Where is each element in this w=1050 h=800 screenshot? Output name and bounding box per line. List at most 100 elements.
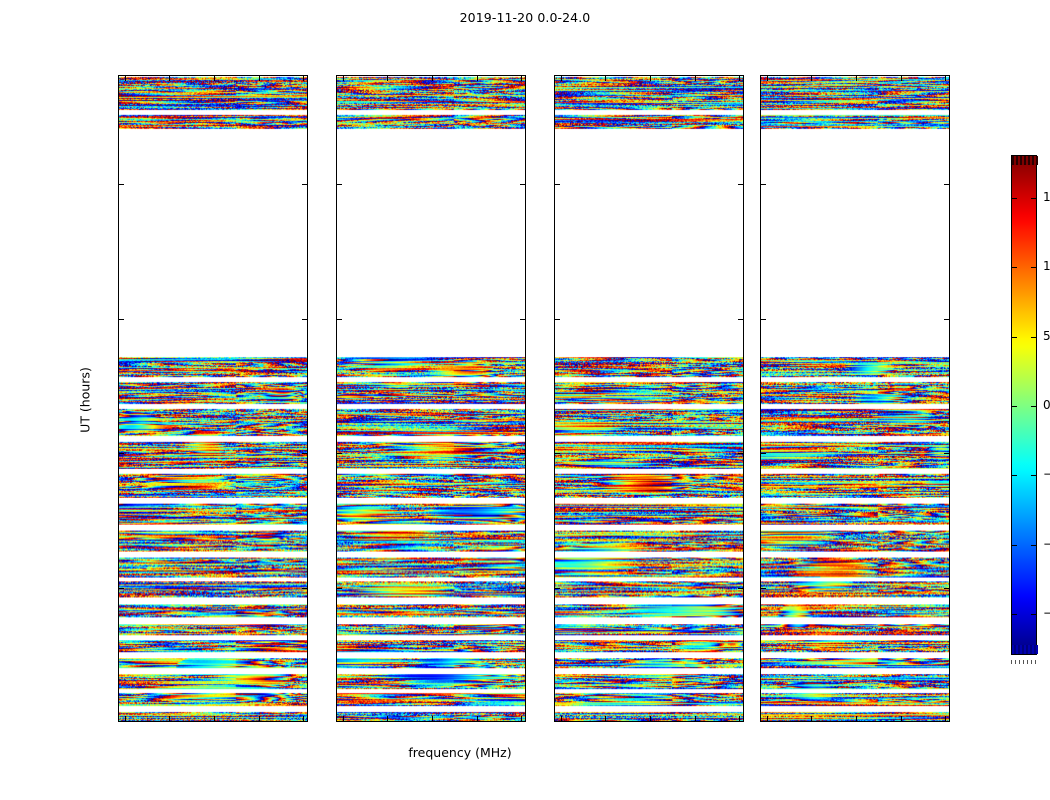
x-tick-mark <box>650 76 651 81</box>
x-tick-mark <box>856 76 857 81</box>
x-tick-mark <box>811 76 813 81</box>
x-tick-mark <box>342 76 344 81</box>
x-tick-mark <box>432 76 433 81</box>
colorbar-tick-label: −50 <box>1043 467 1050 482</box>
y-tick-mark <box>119 183 124 185</box>
panel-xy[interactable]: XY, V5*V10=EA04*EA28 0510152032033535036… <box>554 75 744 722</box>
colorbar-tick-mark <box>1012 475 1017 477</box>
x-tick-mark <box>521 76 523 81</box>
colorbar[interactable]: phase (deg.) −150−100−50050100150 <box>1011 155 1050 655</box>
colorbar-tick-mark <box>1012 267 1017 269</box>
x-tick-mark <box>739 76 741 81</box>
x-tick-mark <box>476 716 478 721</box>
x-tick-mark <box>766 716 768 721</box>
x-tick-mark <box>303 76 305 81</box>
x-tick-mark <box>694 716 696 721</box>
y-tick-mark <box>761 183 766 185</box>
y-tick-mark <box>302 453 307 455</box>
x-tick-mark <box>945 76 947 81</box>
heatmap-yy <box>337 76 525 721</box>
y-tick-mark <box>337 588 342 590</box>
y-tick-mark <box>119 453 124 455</box>
colorbar-tick-mark <box>1031 614 1036 616</box>
y-tick-mark <box>337 183 342 185</box>
y-tick-mark <box>738 318 743 320</box>
colorbar-tick-label: 50 <box>1043 328 1050 343</box>
heatmap-yx <box>761 76 949 721</box>
colorbar-tick-mark <box>1012 336 1017 338</box>
colorbar-tick-mark <box>1031 267 1036 269</box>
x-tick-mark <box>605 716 607 721</box>
panel-xx[interactable]: XX, V5*V10=EA04*EA28 0510152032033535036… <box>118 75 308 722</box>
colorbar-tick-mark <box>1031 475 1036 477</box>
colorbar-tick-mark <box>1031 197 1036 199</box>
x-tick-mark <box>856 716 857 721</box>
x-tick-mark <box>694 76 696 81</box>
y-tick-mark <box>738 588 743 590</box>
x-tick-mark <box>169 76 171 81</box>
y-tick-mark <box>337 318 342 320</box>
x-tick-mark <box>124 716 126 721</box>
x-tick-mark <box>214 716 215 721</box>
x-tick-mark <box>303 716 305 721</box>
colorbar-under-marker <box>1012 645 1038 654</box>
x-tick-mark <box>650 716 651 721</box>
colorbar-tick-label: 100 <box>1043 259 1050 274</box>
x-tick-mark <box>739 716 741 721</box>
y-tick-mark <box>302 588 307 590</box>
x-tick-mark <box>258 716 260 721</box>
y-tick-mark <box>944 318 949 320</box>
x-tick-mark <box>900 716 902 721</box>
x-tick-mark <box>387 716 389 721</box>
colorbar-over-marker <box>1012 156 1038 165</box>
x-tick-mark <box>766 76 768 81</box>
y-tick-mark <box>761 588 766 590</box>
y-tick-mark <box>337 453 342 455</box>
panel-yx[interactable]: YX, V5*V10=EA04*EA28 0510152032033535036… <box>760 75 950 722</box>
x-tick-mark <box>811 716 813 721</box>
panel-yy[interactable]: YY, V5*V10=EA04*EA28 0510152032033535036… <box>336 75 526 722</box>
colorbar-tick-label: 150 <box>1043 189 1050 204</box>
colorbar-tick-mark <box>1031 336 1036 338</box>
y-tick-mark <box>119 318 124 320</box>
x-tick-mark <box>560 76 562 81</box>
y-tick-mark <box>119 588 124 590</box>
colorbar-tick-label: −100 <box>1043 536 1050 551</box>
x-tick-mark <box>387 76 389 81</box>
figure-suptitle: 2019-11-20 0.0-24.0 <box>459 10 591 25</box>
y-tick-mark <box>555 318 560 320</box>
colorbar-tick-mark <box>1012 614 1017 616</box>
y-tick-mark <box>761 453 766 455</box>
y-tick-mark <box>520 588 525 590</box>
x-tick-mark <box>521 716 523 721</box>
colorbar-tick-mark <box>1012 197 1017 199</box>
y-tick-mark <box>555 183 560 185</box>
colorbar-tick-mark <box>1012 544 1017 546</box>
colorbar-tick-mark <box>1012 406 1017 407</box>
x-tick-mark <box>900 76 902 81</box>
colorbar-gradient <box>1011 155 1038 655</box>
colorbar-tick-label: 0 <box>1043 398 1050 412</box>
y-tick-mark <box>302 318 307 320</box>
x-tick-mark <box>432 716 433 721</box>
heatmap-xy <box>555 76 743 721</box>
y-tick-mark <box>761 318 766 320</box>
y-tick-mark <box>738 183 743 185</box>
colorbar-tick-label: −150 <box>1043 606 1050 621</box>
x-tick-mark <box>258 76 260 81</box>
x-axis-label: frequency (MHz) <box>408 745 512 760</box>
y-tick-mark <box>738 453 743 455</box>
colorbar-extend-dots <box>1011 660 1037 664</box>
colorbar-tick-mark <box>1031 406 1036 407</box>
x-tick-mark <box>214 76 215 81</box>
y-tick-mark <box>555 453 560 455</box>
y-tick-mark <box>520 318 525 320</box>
y-tick-mark <box>555 588 560 590</box>
y-tick-mark <box>944 453 949 455</box>
y-axis-label: UT (hours) <box>77 367 93 433</box>
x-tick-mark <box>476 76 478 81</box>
x-tick-mark <box>560 716 562 721</box>
y-tick-mark <box>520 183 525 185</box>
x-tick-mark <box>169 716 171 721</box>
